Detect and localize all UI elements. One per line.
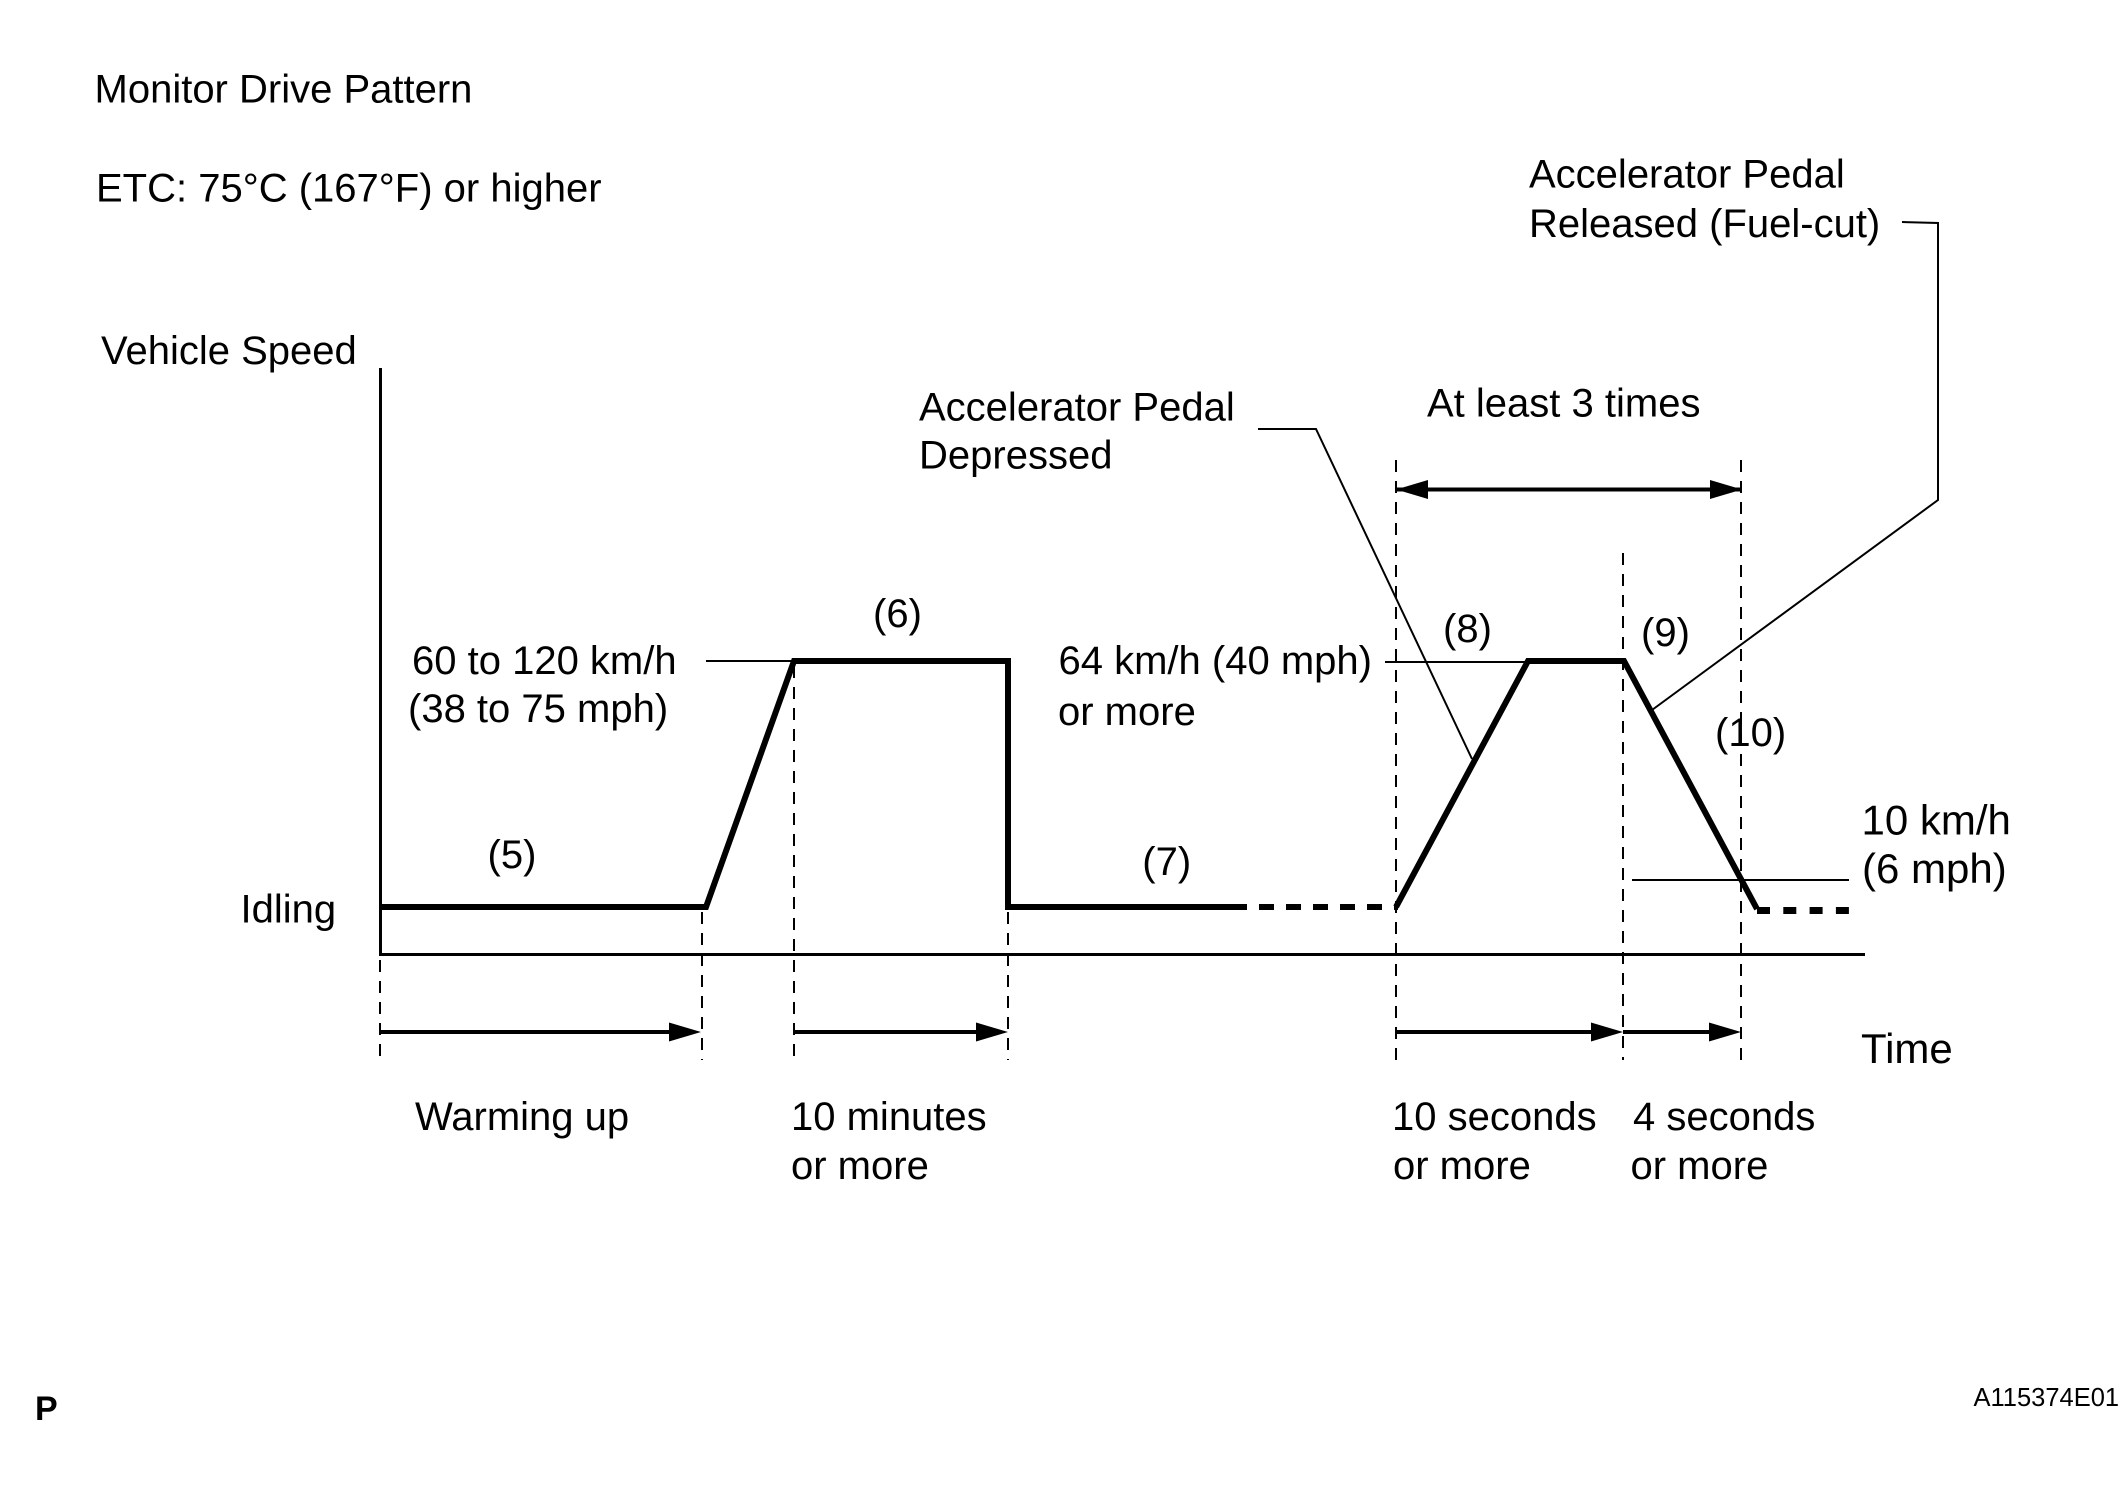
svg-text:10 minutes: 10 minutes xyxy=(791,1095,987,1139)
svg-text:64 km/h (40 mph): 64 km/h (40 mph) xyxy=(1059,639,1372,683)
svg-text:(5): (5) xyxy=(488,833,537,877)
svg-text:10 km/h: 10 km/h xyxy=(1862,797,2011,844)
svg-text:(7): (7) xyxy=(1142,840,1191,884)
svg-text:Accelerator Pedal: Accelerator Pedal xyxy=(919,386,1235,430)
svg-text:(6 mph): (6 mph) xyxy=(1862,845,2007,892)
svg-text:Vehicle Speed: Vehicle Speed xyxy=(101,329,357,373)
svg-text:or more: or more xyxy=(1631,1144,1769,1188)
svg-text:Monitor Drive Pattern: Monitor Drive Pattern xyxy=(95,68,473,112)
svg-text:or more: or more xyxy=(1393,1144,1531,1188)
svg-text:10 seconds: 10 seconds xyxy=(1392,1095,1597,1139)
svg-text:or more: or more xyxy=(791,1144,929,1188)
svg-text:Idling: Idling xyxy=(241,888,337,932)
svg-text:At least 3 times: At least 3 times xyxy=(1427,382,1700,426)
svg-text:Accelerator Pedal: Accelerator Pedal xyxy=(1529,153,1845,197)
svg-text:A115374E01: A115374E01 xyxy=(1974,1384,2120,1412)
svg-text:P: P xyxy=(35,1390,58,1428)
svg-text:Released (Fuel-cut): Released (Fuel-cut) xyxy=(1529,202,1880,246)
svg-text:(6): (6) xyxy=(873,592,922,636)
svg-text:(10): (10) xyxy=(1715,711,1786,755)
svg-text:ETC: 75°C (167°F) or higher: ETC: 75°C (167°F) or higher xyxy=(96,167,602,211)
svg-text:(38 to 75 mph): (38 to 75 mph) xyxy=(408,687,668,731)
svg-text:4 seconds: 4 seconds xyxy=(1633,1095,1815,1139)
svg-text:(8): (8) xyxy=(1443,607,1492,651)
svg-text:(9): (9) xyxy=(1641,611,1690,655)
svg-text:Warming up: Warming up xyxy=(415,1095,629,1139)
svg-text:Depressed: Depressed xyxy=(919,434,1112,478)
svg-text:or more: or more xyxy=(1058,690,1196,734)
svg-text:Time: Time xyxy=(1861,1025,1953,1072)
svg-text:60 to 120 km/h: 60 to 120 km/h xyxy=(412,639,677,683)
